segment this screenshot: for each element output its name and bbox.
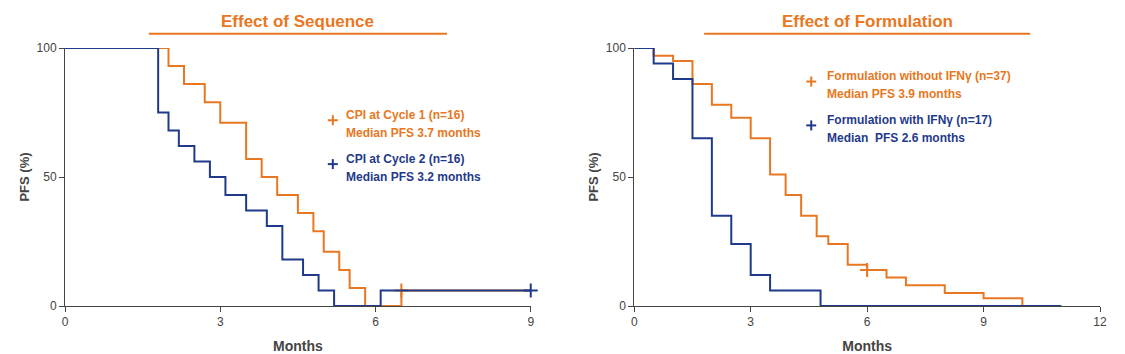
svg-text:6: 6	[372, 315, 379, 329]
svg-text:PFS (%): PFS (%)	[586, 152, 601, 201]
svg-text:6: 6	[864, 315, 871, 329]
svg-text:Effect of Formulation: Effect of Formulation	[782, 12, 953, 31]
svg-text:50: 50	[612, 170, 626, 184]
svg-text:Formulation with IFNγ (n=17): Formulation with IFNγ (n=17)	[827, 113, 992, 127]
svg-text:3: 3	[217, 315, 224, 329]
svg-text:100: 100	[606, 41, 626, 55]
svg-text:3: 3	[747, 315, 754, 329]
svg-text:Months: Months	[273, 338, 323, 354]
svg-text:9: 9	[527, 315, 534, 329]
svg-text:0: 0	[631, 315, 638, 329]
svg-text:Median PFS 3.9 months: Median PFS 3.9 months	[827, 87, 962, 101]
svg-text:CPI at Cycle 2 (n=16): CPI at Cycle 2 (n=16)	[346, 152, 464, 166]
svg-text:PFS (%): PFS (%)	[17, 152, 32, 201]
svg-text:Effect of Sequence: Effect of Sequence	[221, 12, 374, 31]
svg-text:Median PFS 3.2 months: Median PFS 3.2 months	[346, 170, 481, 184]
svg-text:0: 0	[62, 315, 69, 329]
svg-text:Months: Months	[842, 338, 892, 354]
svg-text:Median PFS 3.7 months: Median PFS 3.7 months	[346, 126, 481, 140]
svg-text:0: 0	[50, 299, 57, 313]
svg-text:100: 100	[37, 41, 57, 55]
svg-text:CPI at Cycle 1 (n=16): CPI at Cycle 1 (n=16)	[346, 108, 464, 122]
svg-text:Median PFS 2.6 months: Median PFS 2.6 months	[827, 131, 965, 145]
svg-text:Formulation without IFNγ (n=37: Formulation without IFNγ (n=37)	[827, 69, 1011, 83]
svg-text:50: 50	[43, 170, 57, 184]
svg-text:12: 12	[1093, 315, 1107, 329]
svg-text:0: 0	[619, 299, 626, 313]
svg-text:9: 9	[980, 315, 987, 329]
